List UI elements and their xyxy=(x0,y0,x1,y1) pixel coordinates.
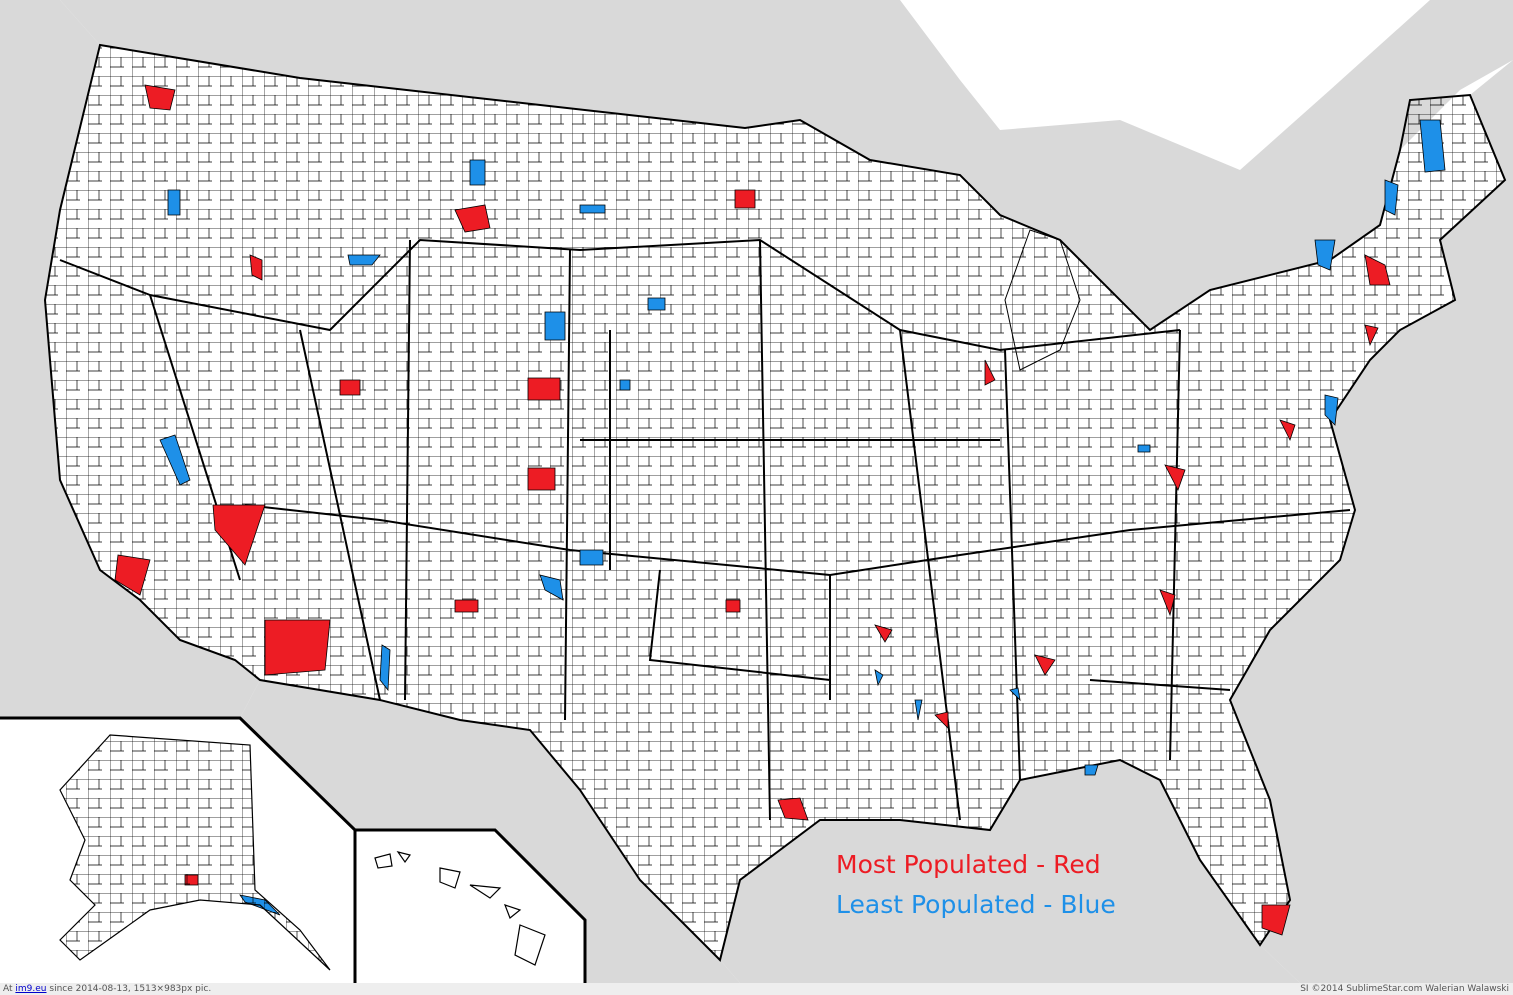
legend-red: Most Populated - Red xyxy=(836,850,1101,879)
footer-suffix: since 2014-08-13, 1513×983px pic. xyxy=(49,984,212,994)
alaska xyxy=(59,734,331,971)
footer-right: SI ©2014 SublimeStar.com Walerian Walaws… xyxy=(1300,984,1509,994)
footer-left: At im9.eu since 2014-08-13, 1513×983px p… xyxy=(3,983,211,995)
footer: At im9.eu since 2014-08-13, 1513×983px p… xyxy=(0,983,1513,995)
footer-prefix: At xyxy=(3,984,13,994)
hawaii xyxy=(374,851,546,966)
footer-link[interactable]: im9.eu xyxy=(15,984,47,994)
legend-blue: Least Populated - Blue xyxy=(836,890,1116,919)
state-borders xyxy=(59,238,1351,821)
insets xyxy=(0,716,587,983)
